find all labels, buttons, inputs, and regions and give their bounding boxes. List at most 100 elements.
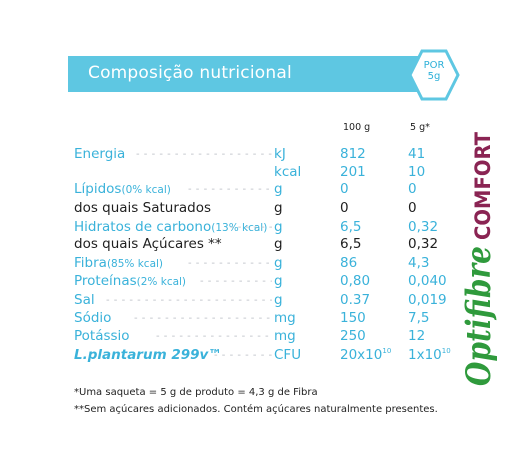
row-unit: g [274,236,283,252]
value-text: 6,5 [340,236,362,252]
value-text: 201 [340,164,366,180]
value-text: 250 [340,328,366,344]
brand-name-optifibre: Optifibre [459,246,499,386]
row-label-text: dos quais Açúcares ** [74,236,222,252]
leader-dashes: - - - - - - - - - - - - - - - - - - - - … [200,276,272,287]
optifibre-comfort-logo: Optifibre COMFORT [459,131,499,386]
row-label: dos quais Açúcares ** [74,236,222,252]
table-row: dos quais Açúcares ** g 6,5 0,32 [74,236,474,254]
value-text: 0,040 [408,273,447,289]
value-text: 7,5 [408,310,430,326]
value-text: 0,32 [408,236,439,252]
row-label-text: Proteínas [74,273,137,289]
table-row: Fibra(85% kcal) - - - - - - - - - - - - -… [74,255,474,273]
row-unit: g [274,255,283,271]
row-label-text: Lípidos [74,181,122,197]
value-text: 0 [340,200,349,216]
footnote-sugars: **Sem açúcares adicionados. Contém açúca… [74,404,438,415]
leader-dashes: - - - - - - - - - - - - - - - - - - - - … [106,295,272,306]
row-unit: g [274,200,283,216]
value-per-5g: 41 [408,146,425,162]
portion-hexagon-icon [408,49,460,101]
brand-name-comfort: COMFORT [471,131,495,240]
value-text: 6,5 [340,219,362,235]
table-row: Sal - - - - - - - - - - - - - - - - - - -… [74,292,474,310]
row-label: Fibra(85% kcal) [74,255,163,271]
value-per-100g: 20x1010 [340,347,391,363]
value-per-100g: 86 [340,255,357,271]
value-text: 812 [340,146,366,162]
value-per-5g: 10 [408,164,425,180]
row-label: Proteínas(2% kcal) [74,273,186,289]
value-per-100g: 6,5 [340,219,361,235]
value-per-100g: 0,80 [340,273,370,289]
row-label: Lípidos(0% kcal) [74,181,171,197]
table-row: L.plantarum 299v™- - - - - - - - - - - -… [74,347,474,365]
row-unit: mg [274,310,296,326]
leader-dashes: - - - - - - - - - - - - - - - - - - - - … [214,350,272,361]
value-per-100g: 0 [340,200,349,216]
table-row: Lípidos(0% kcal) - - - - - - - - - - - - … [74,181,474,199]
row-label: Potássio [74,328,130,344]
table-row: Potássio - - - - - - - - - - - - - - - - … [74,328,474,346]
row-label-text: Hidratos de carbono [74,219,212,235]
portion-badge: POR 5g [408,60,460,82]
leader-dashes: - - - - - - - - - - - - - - - - - - - - … [136,149,272,160]
value-per-5g: 12 [408,328,425,344]
row-label-note: (2% kcal) [136,276,187,288]
row-label: Energia [74,146,125,162]
value-exponent: 10 [441,347,451,355]
row-label-text: Potássio [74,328,130,344]
value-per-100g: 150 [340,310,366,326]
value-text: 20x10 [340,347,383,363]
row-label: Hidratos de carbono(13% kcal) [74,219,267,235]
header-banner: Composição nutricional [68,56,428,92]
row-label-text: L.plantarum 299v™ [74,347,222,363]
value-per-5g: 0,040 [408,273,447,289]
row-label-note: (0% kcal) [121,184,171,196]
leader-dashes: - - - - - - - - - - - - - - - - - - - - … [230,222,272,233]
value-text: 0 [408,200,417,216]
value-text: 41 [408,146,426,162]
value-per-5g: 0,32 [408,219,438,235]
row-unit: g [274,181,283,197]
leader-dashes: - - - - - - - - - - - - - - - - - - - - … [134,313,272,324]
row-label-text: Fibra [74,255,107,271]
value-text: 12 [408,328,426,344]
row-label: Sal [74,292,95,308]
value-text: 0 [340,181,349,197]
value-text: 0.37 [340,292,371,308]
row-label: L.plantarum 299v™ [74,347,222,363]
row-unit: CFU [274,347,302,363]
portion-badge-line1: POR [423,60,445,71]
value-text: 0,019 [408,292,447,308]
row-unit: kJ [274,146,286,162]
row-unit: g [274,273,283,289]
value-per-5g: 7,5 [408,310,429,326]
value-text: 150 [340,310,366,326]
value-per-5g: 0 [408,200,417,216]
row-label-note: (85% kcal) [106,258,164,270]
leader-dashes: - - - - - - - - - - - - - - - - - - - - … [156,331,272,342]
value-text: 86 [340,255,358,271]
value-per-100g: 0 [340,181,349,197]
table-row: Proteínas(2% kcal) - - - - - - - - - - - … [74,273,474,291]
leader-dashes: - - - - - - - - - - - - - - - - - - - - … [188,184,272,195]
table-row: Energia - - - - - - - - - - - - - - - - -… [74,146,474,164]
value-text: 0,32 [408,219,439,235]
value-text: 4,3 [408,255,430,271]
value-per-100g: 0.37 [340,292,370,308]
portion-badge-line2: 5g [427,71,441,82]
row-label-text: Sódio [74,310,112,326]
value-per-5g: 1x1010 [408,347,451,363]
value-text: 0 [408,181,417,197]
table-row: Hidratos de carbono(13% kcal)- - - - - -… [74,219,474,237]
value-per-5g: 0,32 [408,236,438,252]
value-per-100g: 201 [340,164,366,180]
value-text: 10 [408,164,426,180]
row-unit: g [274,219,283,235]
value-per-100g: 250 [340,328,366,344]
table-row: dos quais Saturados g 0 0 [74,200,474,218]
table-row: kcal 201 10 [74,164,474,182]
row-label-text: Energia [74,146,126,162]
